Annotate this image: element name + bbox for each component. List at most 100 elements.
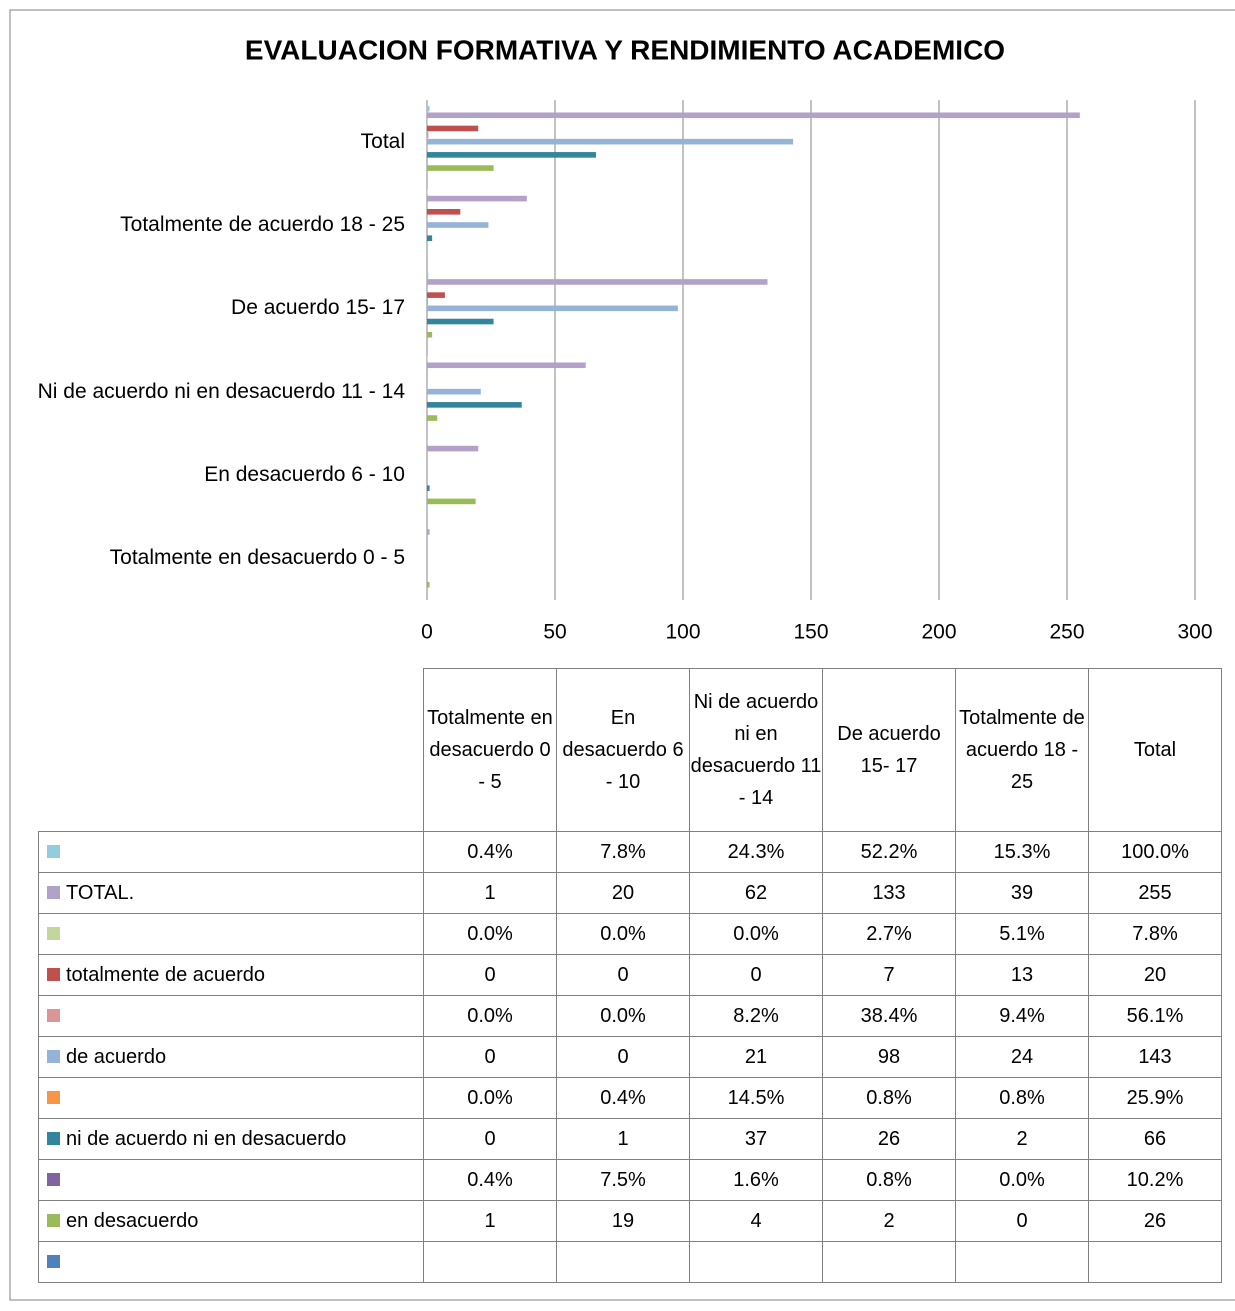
bar xyxy=(427,209,461,215)
table-row: 0.0% 0.0% 0.0% 2.7% 5.1% 7.8% xyxy=(38,913,1222,955)
table-cell: 0.4% xyxy=(423,1159,557,1201)
legend-label: totalmente de acuerdo xyxy=(66,963,266,986)
table-cell: 38.4% xyxy=(822,995,956,1037)
table-cell xyxy=(822,1241,956,1283)
table-row: 0.4% 7.8% 24.3% 52.2% 15.3% 100.0% xyxy=(38,831,1222,873)
legend-key xyxy=(47,1090,60,1104)
table-cell: 133 xyxy=(822,872,956,914)
y-tick-text: Ni de acuerdo ni en desacuerdo 11 - 14 xyxy=(37,379,405,403)
legend-cell: de acuerdo xyxy=(38,1036,424,1078)
legend-label: ni de acuerdo ni en desacuerdo xyxy=(66,1127,347,1150)
table-cell: 0 xyxy=(689,954,823,996)
table-cell: 0.0% xyxy=(556,995,690,1037)
table-cell: 0.0% xyxy=(955,1159,1089,1201)
table-cell: 56.1% xyxy=(1088,995,1222,1037)
legend-cell xyxy=(38,1241,424,1283)
table-cell: 2.7% xyxy=(822,913,956,955)
table-row: totalmente de acuerdo 0 0 0 7 13 20 xyxy=(38,954,1222,996)
bar xyxy=(427,222,489,228)
y-tick-text: Totalmente en desacuerdo 0 - 5 xyxy=(109,546,405,570)
table-cell: 0.8% xyxy=(955,1077,1089,1119)
table-cell: 7.8% xyxy=(1088,913,1222,955)
table-row: ni de acuerdo ni en desacuerdo 0 1 37 26 2 66 xyxy=(38,1118,1222,1160)
y-tick-label: Total xyxy=(361,126,405,158)
legend-label: en desacuerdo xyxy=(66,1209,199,1232)
bar xyxy=(427,318,494,325)
table-cell xyxy=(689,1241,823,1283)
x-tick-label: 200 xyxy=(921,621,956,644)
table-cell: 0.0% xyxy=(423,913,557,955)
table-cell: 1 xyxy=(423,1200,557,1242)
table-cell: 13 xyxy=(955,954,1089,996)
table-cell: 0 xyxy=(423,1036,557,1078)
table-cell: 37 xyxy=(689,1118,823,1160)
table-cell: 8.2% xyxy=(689,995,823,1037)
table-cell: 20 xyxy=(1088,954,1222,996)
bar xyxy=(427,498,476,505)
chart-title: EVALUACION FORMATIVA Y RENDIMIENTO ACADE… xyxy=(245,34,1005,65)
table-cell xyxy=(423,1241,557,1283)
bar xyxy=(427,292,445,298)
y-tick-label: Ni de acuerdo ni en desacuerdo 11 - 14 xyxy=(38,376,405,408)
table-cell: 98 xyxy=(822,1036,956,1078)
bar xyxy=(427,112,1080,119)
bar xyxy=(427,279,768,285)
table-cell: 0.0% xyxy=(556,913,690,955)
x-tick-label: 100 xyxy=(665,621,700,644)
data-table: Totalmente en desacuerdo 0 - 5 En desacue… xyxy=(38,668,1222,1283)
table-row: TOTAL. 1 20 62 133 39 255 xyxy=(38,872,1222,914)
table-cell: 52.2% xyxy=(822,831,956,873)
table-cell: 0 xyxy=(423,954,557,996)
bar xyxy=(427,445,479,452)
bar xyxy=(427,145,428,152)
table-cell: 20 xyxy=(556,872,690,914)
legend-cell xyxy=(38,913,424,955)
y-tick-text: De acuerdo 15- 17 xyxy=(231,296,405,320)
legend-key xyxy=(47,1213,60,1227)
legend-key xyxy=(47,926,60,940)
table-cell: 1.6% xyxy=(689,1159,823,1201)
bar xyxy=(427,132,429,138)
column-header: Totalmente en desacuerdo 0 - 5 xyxy=(423,668,557,832)
table-cell: 7.8% xyxy=(556,831,690,873)
legend-cell xyxy=(38,1159,424,1201)
table-cell xyxy=(1088,1241,1222,1283)
table-cell: 0 xyxy=(556,1036,690,1078)
table-cell: 0.4% xyxy=(423,831,557,873)
table-cell: 0 xyxy=(556,954,690,996)
legend-cell xyxy=(38,1077,424,1119)
table-cell xyxy=(955,1241,1089,1283)
column-header: Totalmente de acuerdo 18 - 25 xyxy=(955,668,1089,832)
bar xyxy=(427,165,494,171)
legend-key xyxy=(47,885,60,899)
y-tick-label: Totalmente de acuerdo 18 - 25 xyxy=(120,209,405,241)
legend-key xyxy=(47,1008,60,1022)
legend-cell: ni de acuerdo ni en desacuerdo xyxy=(38,1118,424,1160)
table-row: 0.4% 7.5% 1.6% 0.8% 0.0% 10.2% xyxy=(38,1159,1222,1201)
table-cell: 24.3% xyxy=(689,831,823,873)
bar xyxy=(427,305,678,312)
bar xyxy=(427,415,438,421)
table-cell: 2 xyxy=(822,1200,956,1242)
bar xyxy=(427,402,522,408)
table-cell: 255 xyxy=(1088,872,1222,914)
table-row: en desacuerdo 1 19 4 2 0 26 xyxy=(38,1200,1222,1242)
table-cell: 10.2% xyxy=(1088,1159,1222,1201)
table-cell: 0.8% xyxy=(822,1077,956,1119)
legend-cell xyxy=(38,995,424,1037)
table-cell: 2 xyxy=(955,1118,1089,1160)
bar xyxy=(427,125,479,132)
table-cell: 26 xyxy=(1088,1200,1222,1242)
bar xyxy=(427,298,428,305)
table-cell: 5.1% xyxy=(955,913,1089,955)
table-cell: 0.0% xyxy=(423,1077,557,1119)
legend-cell: en desacuerdo xyxy=(38,1200,424,1242)
table-row: de acuerdo 0 0 21 98 24 143 xyxy=(38,1036,1222,1078)
bar xyxy=(427,362,586,369)
table-cell: 62 xyxy=(689,872,823,914)
table-cell: 0.0% xyxy=(689,913,823,955)
legend-key xyxy=(47,1049,60,1063)
table-cell: 14.5% xyxy=(689,1077,823,1119)
